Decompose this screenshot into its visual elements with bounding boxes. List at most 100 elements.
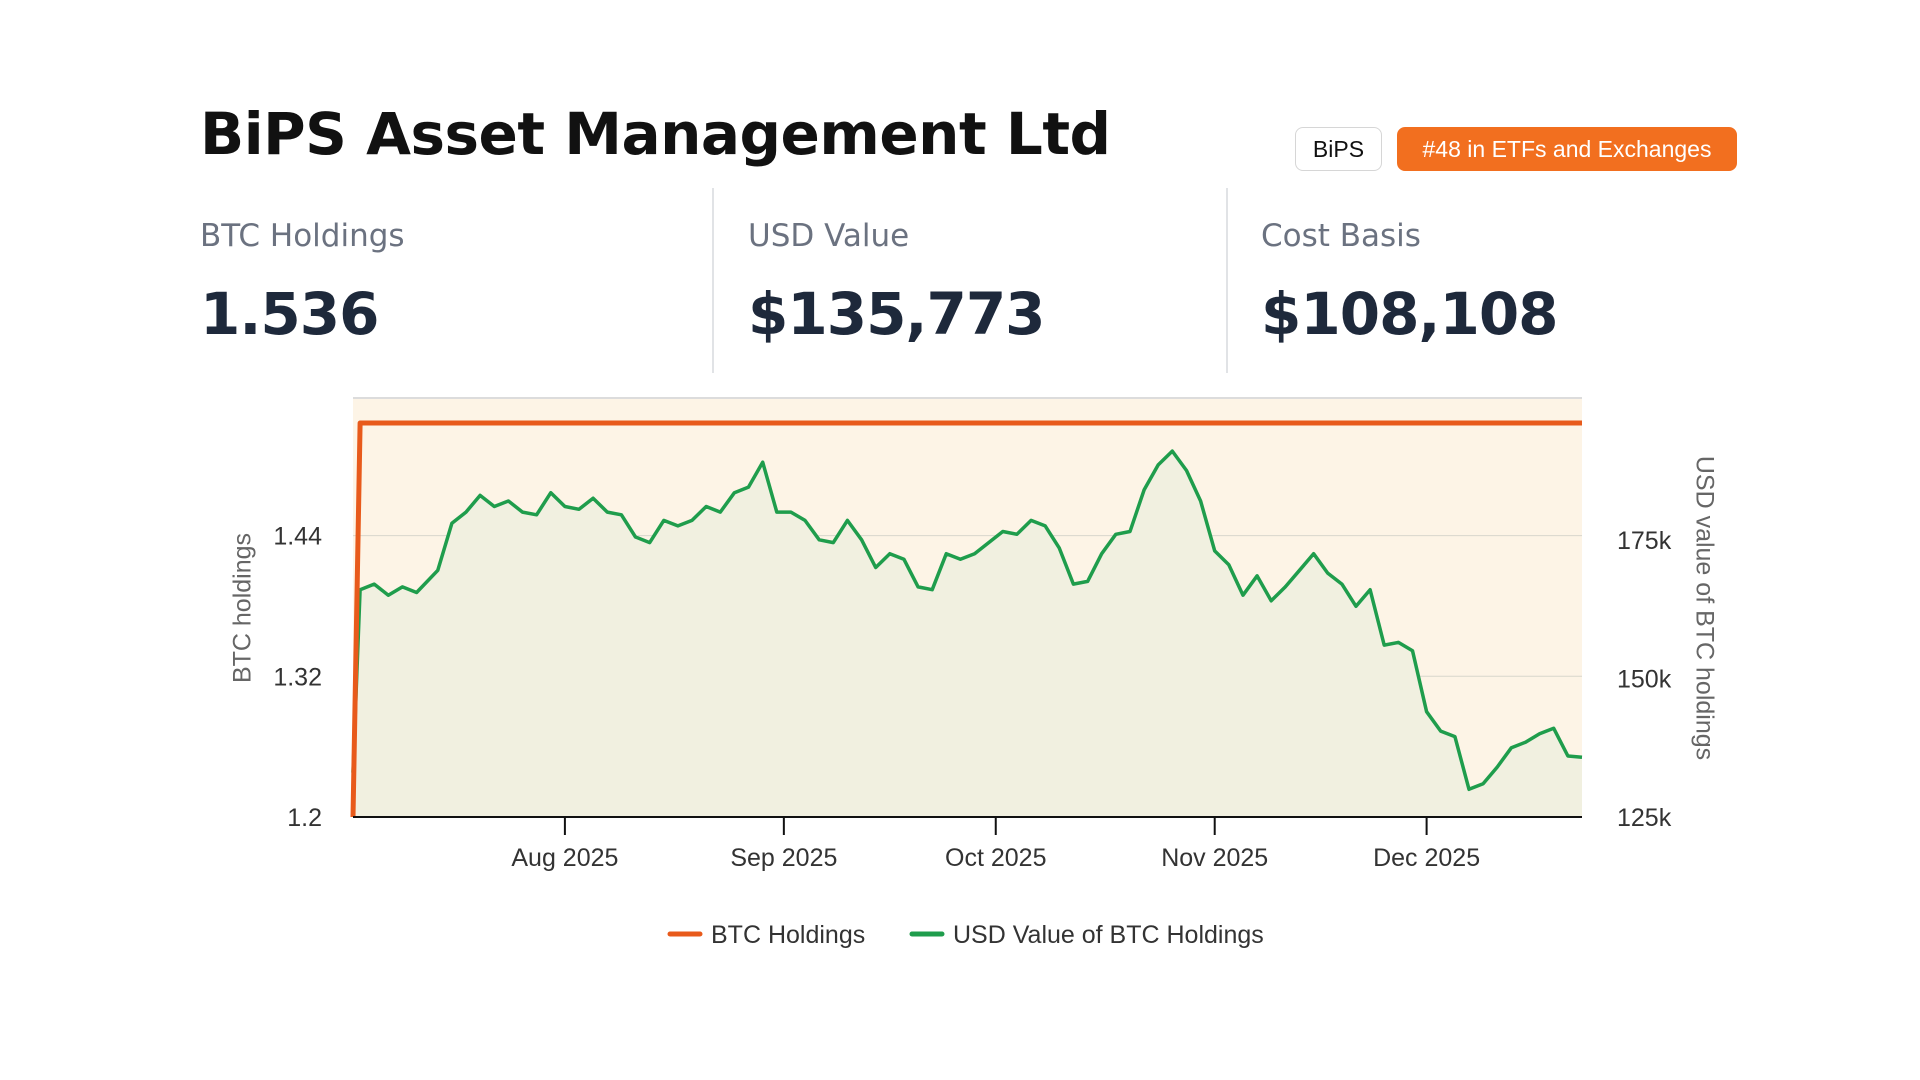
usd-value-point[interactable]: [772, 507, 782, 517]
usd-value-point[interactable]: [1450, 732, 1460, 742]
btc-holdings-point[interactable]: [355, 418, 365, 428]
usd-value-point[interactable]: [984, 538, 994, 548]
legend-btc-label[interactable]: BTC Holdings: [711, 921, 865, 949]
usd-value-point[interactable]: [1196, 496, 1206, 506]
usd-value-point[interactable]: [857, 535, 867, 545]
usd-value-point[interactable]: [885, 549, 895, 559]
usd-value-point[interactable]: [800, 515, 810, 525]
usd-value-point[interactable]: [489, 502, 499, 512]
usd-value-point[interactable]: [1577, 752, 1587, 762]
usd-value-point[interactable]: [433, 565, 443, 575]
usd-value-point[interactable]: [1323, 568, 1333, 578]
usd-value-point[interactable]: [369, 579, 379, 589]
usd-value-point[interactable]: [814, 535, 824, 545]
usd-value-point[interactable]: [1083, 576, 1093, 586]
usd-value-point[interactable]: [1478, 779, 1488, 789]
usd-value-point[interactable]: [729, 488, 739, 498]
usd-value-point[interactable]: [927, 585, 937, 595]
usd-value-point[interactable]: [871, 563, 881, 573]
usd-value-point[interactable]: [1393, 637, 1403, 647]
usd-value-point[interactable]: [899, 554, 909, 564]
usd-value-point[interactable]: [1139, 485, 1149, 495]
usd-value-point[interactable]: [1280, 582, 1290, 592]
y-left-axis-title: BTC holdings: [229, 533, 257, 683]
usd-value-point[interactable]: [397, 582, 407, 592]
usd-value-point[interactable]: [1040, 521, 1050, 531]
usd-value-point[interactable]: [1026, 515, 1036, 525]
usd-value-point[interactable]: [1535, 729, 1545, 739]
usd-value-point[interactable]: [1506, 743, 1516, 753]
usd-value-point[interactable]: [631, 532, 641, 542]
stat-value: 1.536: [200, 280, 379, 348]
btc-holdings-line[interactable]: [350, 420, 1582, 818]
usd-value-point[interactable]: [588, 493, 598, 503]
usd-value-point[interactable]: [1224, 560, 1234, 570]
usd-value-point[interactable]: [955, 554, 965, 564]
usd-value-point[interactable]: [447, 518, 457, 528]
usd-value-point[interactable]: [532, 510, 542, 520]
usd-value-point[interactable]: [1294, 565, 1304, 575]
usd-value-point[interactable]: [475, 490, 485, 500]
usd-value-point[interactable]: [913, 582, 923, 592]
y-left-tick-label: 1.2: [287, 804, 322, 832]
usd-value-point[interactable]: [1309, 549, 1319, 559]
usd-value-point[interactable]: [616, 510, 626, 520]
usd-value-point[interactable]: [1054, 543, 1064, 553]
usd-value-point[interactable]: [673, 521, 683, 531]
usd-value-point[interactable]: [503, 496, 513, 506]
usd-value-point[interactable]: [560, 502, 570, 512]
usd-value-point[interactable]: [383, 590, 393, 600]
usd-value-point[interactable]: [687, 515, 697, 525]
usd-value-point[interactable]: [602, 507, 612, 517]
usd-value-point[interactable]: [998, 526, 1008, 536]
usd-value-point[interactable]: [1068, 579, 1078, 589]
usd-value-point[interactable]: [744, 482, 754, 492]
usd-value-point[interactable]: [659, 515, 669, 525]
usd-value-point[interactable]: [1563, 751, 1573, 761]
usd-value-point[interactable]: [1238, 590, 1248, 600]
usd-value-point[interactable]: [1210, 546, 1220, 556]
usd-value-point[interactable]: [842, 515, 852, 525]
usd-value-point[interactable]: [941, 549, 951, 559]
usd-value-point[interactable]: [1464, 784, 1474, 794]
usd-value-point[interactable]: [786, 507, 796, 517]
usd-value-point[interactable]: [1365, 585, 1375, 595]
usd-value-point[interactable]: [1111, 529, 1121, 539]
usd-value-point[interactable]: [1520, 737, 1530, 747]
usd-value-line[interactable]: [351, 449, 1583, 792]
usd-value-point[interactable]: [1167, 446, 1177, 456]
usd-value-point[interactable]: [1266, 596, 1276, 606]
usd-value-point[interactable]: [461, 507, 471, 517]
usd-value-point[interactable]: [1351, 601, 1361, 611]
usd-value-point[interactable]: [828, 538, 838, 548]
usd-value-point[interactable]: [546, 488, 556, 498]
btc-holdings-point[interactable]: [1577, 418, 1587, 428]
usd-value-point[interactable]: [1181, 465, 1191, 475]
usd-value-point[interactable]: [1252, 571, 1262, 581]
legend-usd-label[interactable]: USD Value of BTC Holdings: [953, 921, 1264, 949]
stat-label: Cost Basis: [1261, 218, 1421, 254]
usd-value-point[interactable]: [1125, 526, 1135, 536]
usd-value-point[interactable]: [701, 502, 711, 512]
usd-value-point[interactable]: [970, 549, 980, 559]
usd-value-point[interactable]: [1407, 646, 1417, 656]
usd-value-point[interactable]: [1436, 726, 1446, 736]
y-right-tick-label: 150k: [1617, 665, 1672, 693]
usd-value-point[interactable]: [1012, 529, 1022, 539]
usd-value-point[interactable]: [1549, 723, 1559, 733]
usd-value-point[interactable]: [758, 457, 768, 467]
usd-value-point[interactable]: [518, 507, 528, 517]
usd-value-point[interactable]: [1097, 549, 1107, 559]
usd-value-point[interactable]: [1153, 460, 1163, 470]
rank-badge[interactable]: #48 in ETFs and Exchanges: [1397, 127, 1737, 171]
usd-value-point[interactable]: [1492, 762, 1502, 772]
usd-value-point[interactable]: [645, 538, 655, 548]
usd-value-point[interactable]: [1422, 707, 1432, 717]
usd-value-point[interactable]: [574, 504, 584, 514]
usd-value-point[interactable]: [412, 587, 422, 597]
usd-value-point[interactable]: [1337, 579, 1347, 589]
usd-value-point[interactable]: [715, 507, 725, 517]
ticker-badge: BiPS: [1295, 127, 1382, 171]
usd-value-point[interactable]: [1379, 640, 1389, 650]
